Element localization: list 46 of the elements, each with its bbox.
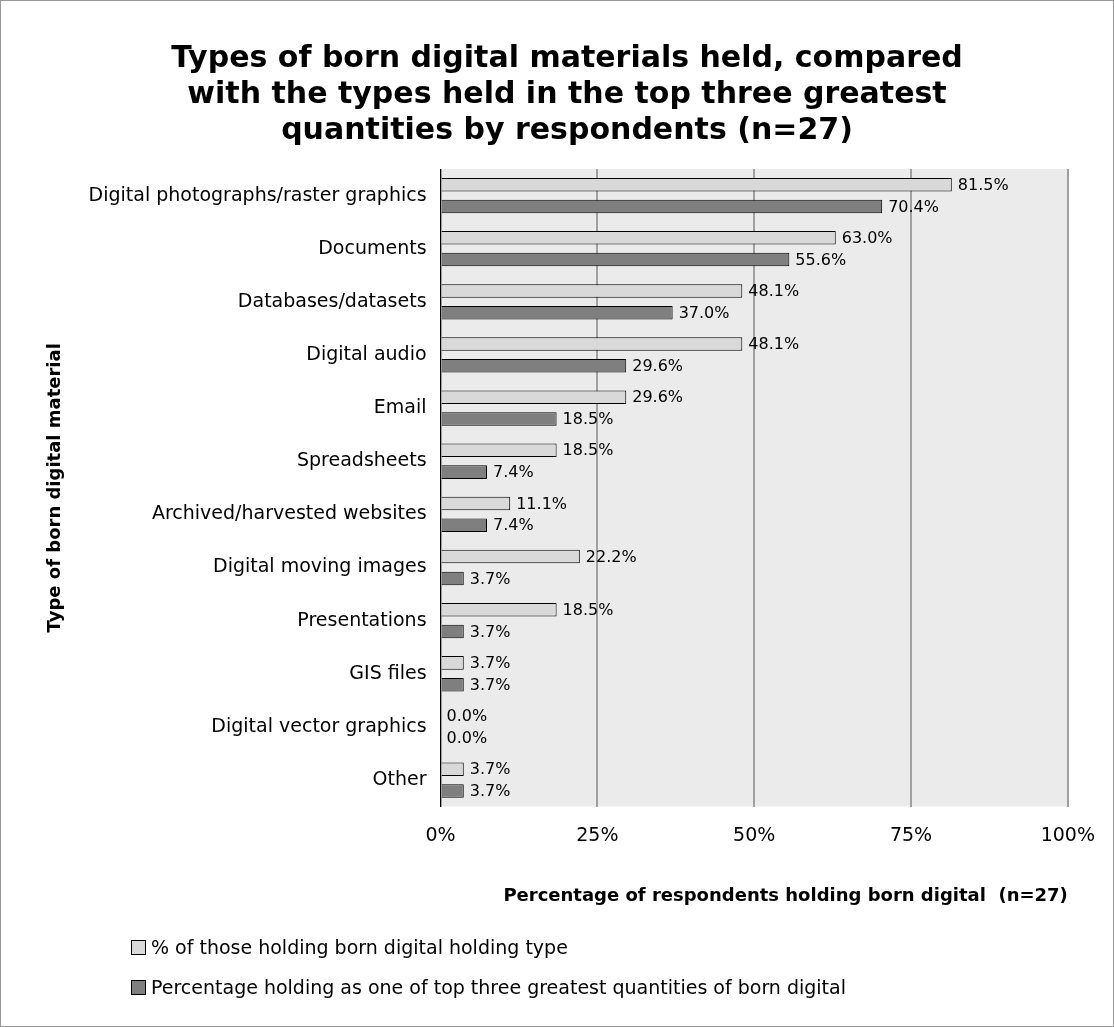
data-label: 7.4% xyxy=(492,515,534,535)
y-tick-label: Presentations xyxy=(297,607,427,630)
data-label: 3.7% xyxy=(469,653,511,673)
data-label: 0.0% xyxy=(446,727,488,747)
y-tick-label: Digital moving images xyxy=(213,554,427,577)
y-tick-label: Documents xyxy=(318,235,427,258)
data-label: 29.6% xyxy=(632,356,684,376)
y-tick-label: Digital vector graphics xyxy=(211,713,427,736)
data-label: 37.0% xyxy=(678,302,730,322)
data-label: 29.6% xyxy=(632,387,684,407)
x-axis-title: Percentage of respondents holding born digital (n=27) xyxy=(503,883,1068,905)
x-tick-label: 100% xyxy=(1040,822,1095,845)
chart-title: Types of born digital materials held, compared with the types held in the top three greatest quantities by respondents (n=27) xyxy=(171,38,963,146)
y-tick-label: Digital photographs/raster graphics xyxy=(88,182,427,205)
data-label: 48.1% xyxy=(748,334,800,354)
y-tick-label: GIS files xyxy=(349,660,427,683)
y-tick-label: Digital audio xyxy=(306,341,427,364)
legend-label: % of those holding born digital holding type xyxy=(151,936,568,958)
y-axis-title: Type of born digital material xyxy=(43,343,65,633)
data-label: 3.7% xyxy=(469,568,511,588)
data-label: 63.0% xyxy=(841,227,893,247)
x-tick-label: 75% xyxy=(889,822,933,845)
y-tick-label: Email xyxy=(373,395,427,418)
data-label: 3.7% xyxy=(469,621,511,641)
data-label: 81.5% xyxy=(957,174,1009,194)
data-label: 48.1% xyxy=(748,281,800,301)
data-label: 3.7% xyxy=(469,759,511,779)
data-label: 3.7% xyxy=(469,674,511,694)
data-label: 3.7% xyxy=(469,781,511,801)
x-tick-label: 50% xyxy=(733,822,776,845)
y-tick-label: Spreadsheets xyxy=(296,448,427,471)
data-label: 18.5% xyxy=(562,409,614,429)
y-tick-label: Databases/datasets xyxy=(237,288,427,311)
legend-label: Percentage holding as one of top three greatest quantities of born digital xyxy=(151,976,846,998)
data-label: 0.0% xyxy=(446,706,488,726)
data-label: 18.5% xyxy=(562,599,614,619)
y-tick-label: Other xyxy=(372,766,427,789)
data-label: 55.6% xyxy=(795,249,847,269)
data-label: 11.1% xyxy=(516,493,568,513)
y-tick-label: Archived/harvested websites xyxy=(151,501,427,524)
x-tick-label: 25% xyxy=(576,822,619,845)
data-label: 70.4% xyxy=(888,196,939,216)
data-label: 7.4% xyxy=(492,462,534,482)
data-label: 18.5% xyxy=(562,440,614,460)
data-label: 22.2% xyxy=(585,546,637,566)
x-tick-label: 0% xyxy=(425,822,456,845)
